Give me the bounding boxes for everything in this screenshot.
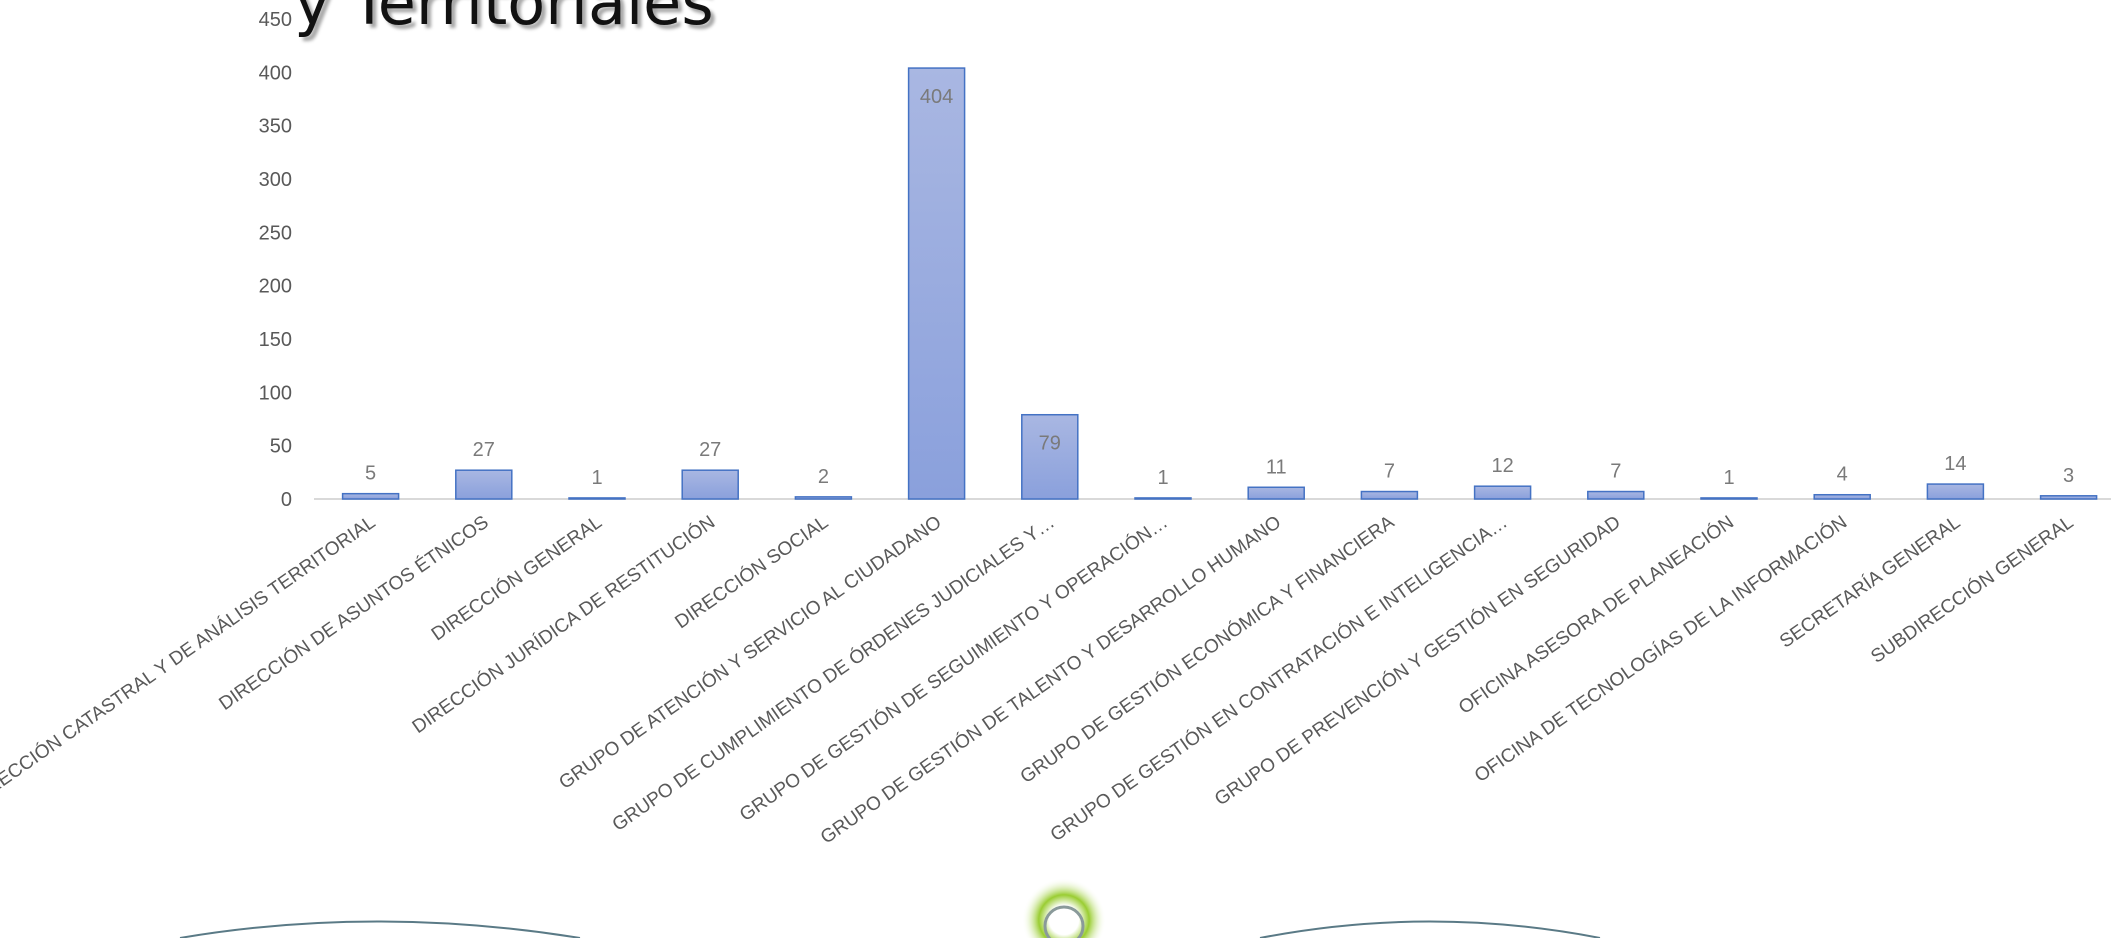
- y-tick-label: 450: [259, 9, 292, 31]
- category-label: SECRETARÍA GENERAL: [1776, 512, 1964, 653]
- data-label: 14: [1944, 453, 1966, 475]
- bar: [1247, 486, 1305, 500]
- category-label: GRUPO DE GESTIÓN ECONÓMICA Y FINANCIERA: [1016, 511, 1398, 788]
- y-tick-label: 200: [259, 276, 292, 298]
- category-label: GRUPO DE GESTIÓN DE SEGUIMIENTO Y OPERAC…: [735, 511, 1171, 826]
- y-tick-label: 0: [281, 489, 292, 511]
- bar: [907, 67, 966, 500]
- data-label: 7: [1610, 461, 1621, 483]
- bar: [455, 469, 513, 500]
- data-label: 5: [365, 463, 376, 485]
- category-labels: DIRECCIÓN CATASTRAL Y DE ANÁLISIS TERRIT…: [0, 511, 2077, 849]
- decorative-arc-left: [179, 920, 581, 938]
- category-label: GRUPO DE PREVENCIÓN Y GESTIÓN EN SEGURID…: [1210, 511, 1624, 810]
- data-label: 12: [1491, 455, 1513, 477]
- decorative-knob-ring: [1043, 905, 1085, 938]
- category-label: DIRECCIÓN CATASTRAL Y DE ANÁLISIS TERRIT…: [0, 511, 379, 810]
- category-label: OFICINA DE TECNOLOGÍAS DE LA INFORMACIÓN: [1470, 511, 1851, 787]
- bar: [1473, 485, 1532, 500]
- y-axis: 0 50 100 150 200 250 300 350 400 450: [259, 9, 292, 511]
- category-label: SUBDIRECCIÓN GENERAL: [1867, 511, 2078, 668]
- data-label: 1: [1723, 467, 1734, 489]
- bar: [1700, 497, 1758, 500]
- bar: [341, 492, 400, 500]
- bar: [1134, 497, 1192, 500]
- category-label: GRUPO DE ATENCIÓN Y SERVICIO AL CIUDADAN…: [555, 511, 946, 794]
- y-tick-label: 300: [259, 169, 292, 191]
- data-label: 27: [699, 439, 721, 461]
- bar: [681, 469, 739, 500]
- data-label: 7: [1384, 461, 1395, 483]
- bar: [568, 497, 626, 500]
- bar: [1360, 490, 1419, 500]
- y-tick-label: 100: [259, 382, 292, 404]
- y-tick-label: 350: [259, 116, 292, 138]
- bar: [1021, 413, 1079, 500]
- slide-decoration: [179, 878, 1601, 938]
- y-tick-label: 150: [259, 329, 292, 351]
- data-label: 1: [1157, 467, 1168, 489]
- data-label: 2: [818, 466, 829, 488]
- data-label: 3: [2063, 465, 2074, 487]
- bars: [341, 67, 2098, 500]
- slide-title: y Territoriales: [294, 0, 714, 39]
- category-label: GRUPO DE CUMPLIMIENTO DE ÓRDENES JUDICIA…: [608, 511, 1059, 836]
- y-tick-label: 250: [259, 222, 292, 244]
- bar: [1926, 483, 1985, 500]
- y-tick-label: 50: [270, 436, 292, 458]
- y-tick-label: 400: [259, 62, 292, 84]
- bar: [794, 496, 853, 500]
- bar: [1813, 493, 1871, 500]
- bar: [2039, 495, 2098, 500]
- decorative-arc-right: [1259, 920, 1601, 938]
- bar: [1587, 490, 1645, 500]
- data-label: 11: [1266, 456, 1287, 478]
- data-label: 404: [920, 86, 953, 108]
- data-label: 4: [1837, 464, 1848, 486]
- data-label: 79: [1039, 433, 1061, 455]
- data-label: 27: [473, 439, 495, 461]
- data-label: 1: [591, 467, 602, 489]
